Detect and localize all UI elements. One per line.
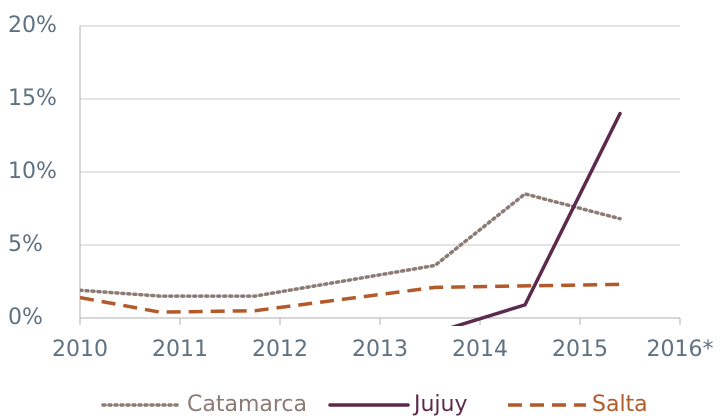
y-tick-label: 5% xyxy=(8,232,43,257)
x-tick-label: 2011 xyxy=(152,337,208,362)
plot-area xyxy=(80,111,622,326)
y-tick-label: 15% xyxy=(8,86,57,111)
series-line xyxy=(80,282,621,314)
x-tick-label: 2012 xyxy=(252,337,308,362)
x-tick-label: 2013 xyxy=(352,337,408,362)
legend-label: Catamarca xyxy=(187,392,307,417)
x-tick-label: 2010 xyxy=(52,337,108,362)
legend-label: Jujuy xyxy=(412,392,468,417)
y-tick-label: 20% xyxy=(8,13,57,38)
legend-label: Salta xyxy=(592,392,648,417)
series-line xyxy=(450,111,622,326)
y-tick-label: 0% xyxy=(8,305,43,330)
x-tick-label: 2016* xyxy=(647,337,714,362)
x-tick-label: 2015 xyxy=(552,337,608,362)
series-line xyxy=(80,191,622,298)
y-tick-label: 10% xyxy=(8,159,57,184)
x-tick-label: 2014 xyxy=(452,337,508,362)
